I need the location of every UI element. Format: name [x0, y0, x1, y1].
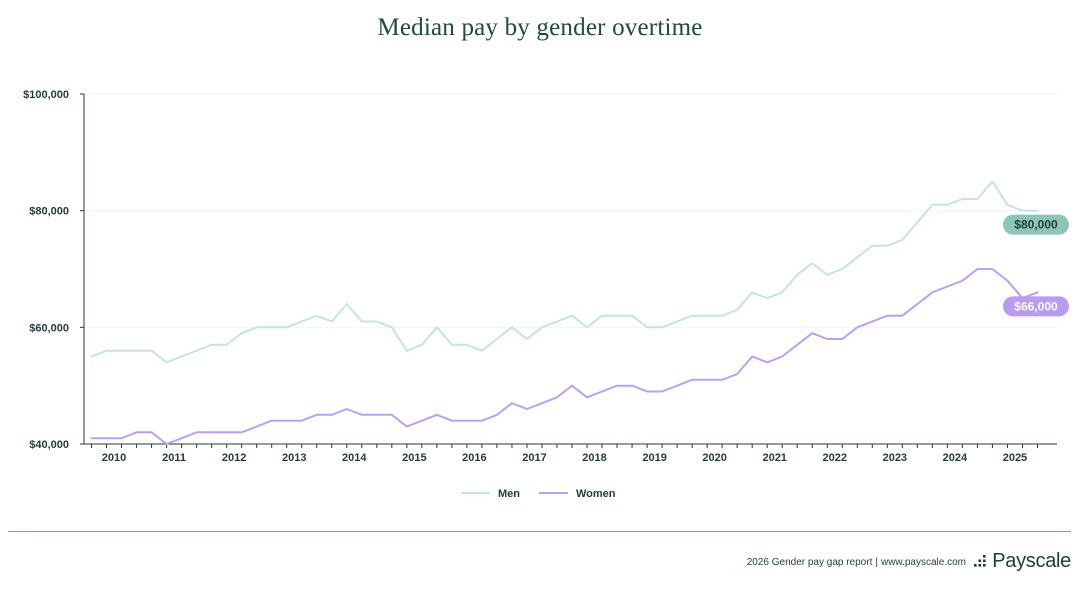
report-name: 2026 Gender pay gap report: [746, 557, 873, 568]
x-tick-label: 2023: [883, 452, 907, 464]
y-tick-label: $60,000: [29, 322, 69, 334]
x-tick-label: 2025: [1003, 452, 1027, 464]
x-tick-label: 2017: [522, 452, 546, 464]
footer-divider: [8, 531, 1071, 532]
end-badge-label: $80,000: [1014, 218, 1058, 232]
x-tick-label: 2020: [702, 452, 726, 464]
x-tick-label: 2013: [282, 452, 306, 464]
x-tick-label: 2011: [162, 452, 186, 464]
legend-label-women: Women: [576, 488, 616, 500]
x-tick-label: 2012: [222, 452, 246, 464]
x-tick-label: 2024: [943, 452, 968, 464]
x-tick-label: 2014: [342, 452, 367, 464]
x-tick-label: 2015: [402, 452, 426, 464]
footer-separator: |: [875, 557, 878, 568]
x-tick-label: 2022: [823, 452, 847, 464]
x-tick-label: 2010: [102, 452, 126, 464]
y-tick-label: $80,000: [29, 206, 69, 218]
legend-label-men: Men: [498, 488, 520, 500]
payscale-logo: Payscale: [974, 550, 1071, 573]
end-badge-men: [1003, 214, 1069, 235]
y-tick-label: $100,000: [23, 89, 69, 101]
end-badge-women: [1003, 296, 1069, 317]
gridlines: [84, 93, 1057, 328]
end-value-badges: $80,000 $66,000: [1003, 214, 1069, 317]
series-lines: [90, 180, 1039, 445]
series-line-women: [90, 268, 1039, 445]
x-axis-ticks: 2010 2011 2012 2013 2014 2015 2016 2017 2018 2019…: [91, 444, 1038, 464]
series-line-men: [90, 180, 1039, 364]
x-tick-label: 2018: [582, 452, 606, 464]
brand-name: Payscale: [992, 550, 1071, 572]
y-tick-label: $40,000: [29, 439, 69, 451]
end-badge-label: $66,000: [1014, 299, 1058, 313]
x-tick-label: 2016: [462, 452, 486, 464]
y-axis-ticks: $40,000 $60,000 $80,000 $100,000: [23, 89, 84, 451]
footer-credits: 2026 Gender pay gap report | www.payscale.…: [747, 557, 966, 568]
axes: [83, 94, 1057, 445]
logo-dots-icon: [974, 554, 986, 567]
x-tick-label: 2021: [762, 452, 786, 464]
x-tick-label: 2019: [642, 452, 666, 464]
legend: Men Women: [461, 488, 616, 500]
chart-title: Median pay by gender overtime: [377, 14, 703, 41]
website-link[interactable]: www.payscale.com: [880, 557, 966, 568]
